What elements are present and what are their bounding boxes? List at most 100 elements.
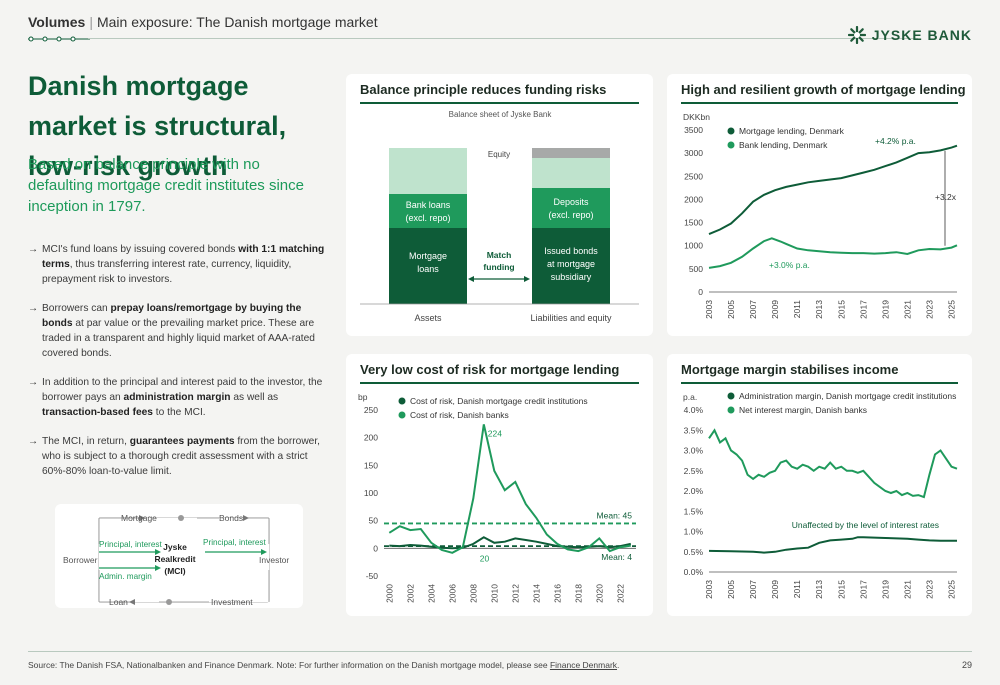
y-tick-label: 250 bbox=[364, 405, 378, 415]
flow-mci-1: Jyske bbox=[163, 542, 187, 552]
chart-balance: Balance sheet of Jyske Bank Mortgage loa… bbox=[360, 110, 639, 323]
multiple-annotation: +3.2x bbox=[935, 192, 957, 202]
flow-mci-3: (MCI) bbox=[164, 566, 185, 576]
y-tick-label: 1000 bbox=[684, 241, 703, 251]
bullet-item: → MCI's fund loans by issuing covered bon… bbox=[28, 242, 333, 287]
legend-marker bbox=[727, 127, 735, 135]
y-tick-label: 4.0% bbox=[684, 405, 704, 415]
series-line-1 bbox=[708, 536, 957, 554]
peak-data-label: 224 bbox=[488, 428, 502, 438]
flow-principal-left: Principal, interest bbox=[99, 540, 163, 549]
topic-label: Main exposure: The Danish mortgage marke… bbox=[96, 14, 378, 30]
x-tick-label: 2007 bbox=[748, 580, 758, 599]
flow-admin: Admin. margin bbox=[99, 572, 152, 581]
x-tick-label: 2017 bbox=[858, 300, 868, 319]
y-tick-label: 1500 bbox=[684, 218, 703, 228]
flow-investment: Investment bbox=[211, 597, 253, 607]
seg-bank-1: Bank loans bbox=[406, 200, 451, 210]
legend-marker bbox=[727, 141, 735, 149]
seg-bonds-1: Issued bonds bbox=[544, 246, 598, 256]
legend-marker bbox=[727, 406, 735, 414]
y-tick-label: 100 bbox=[364, 488, 378, 498]
bullet-text: In addition to the principal and interes… bbox=[42, 377, 323, 418]
section-label: Volumes bbox=[28, 14, 86, 30]
x-tick-label: 2003 bbox=[704, 580, 714, 599]
x-tick-label: 2003 bbox=[704, 300, 714, 319]
progress-dots bbox=[28, 36, 90, 42]
y-tick-label: 0.5% bbox=[684, 547, 704, 557]
x-tick-label: 2013 bbox=[814, 580, 824, 599]
arrow-right-icon: → bbox=[28, 244, 39, 255]
y-tick-label: 3000 bbox=[684, 148, 703, 158]
mortgage-flow-diagram: Mortgage Bonds Loan Investment Borrower … bbox=[55, 504, 303, 608]
panel-cost-of-risk: Very low cost of risk for mortgage lendi… bbox=[346, 354, 653, 616]
x-tick-label: 2015 bbox=[836, 580, 846, 599]
chart-title-balance: Balance principle reduces funding risks bbox=[360, 82, 607, 97]
flow-mortgage: Mortgage bbox=[121, 513, 157, 523]
arrow-right-icon: → bbox=[28, 436, 39, 447]
x-tick-label: 2008 bbox=[468, 584, 478, 603]
chart-lending: DKKbn 0 500 1000 1500 2000 2500 3000 3500 2003 200… bbox=[683, 112, 958, 319]
mci-data-label: 20 bbox=[480, 553, 490, 563]
footer-source: Source: The Danish FSA, Nationalbanken a… bbox=[28, 660, 620, 670]
balance-subtitle: Balance sheet of Jyske Bank bbox=[449, 110, 553, 119]
bullet-list: → MCI's fund loans by issuing covered bon… bbox=[28, 242, 333, 493]
seg-other-1: Other assets/ bbox=[475, 171, 523, 180]
y-tick-label: 2000 bbox=[684, 194, 703, 204]
chart-title-margin: Mortgage margin stabilises income bbox=[681, 362, 899, 377]
y-axis-label: bp bbox=[358, 392, 368, 402]
x-tick-label: 2004 bbox=[426, 584, 436, 603]
flow-principal-right: Principal, interest bbox=[203, 538, 267, 547]
x-tick-label: 2015 bbox=[836, 300, 846, 319]
seg-deposits-2: (excl. repo) bbox=[548, 210, 593, 220]
x-tick-label: 2002 bbox=[405, 584, 415, 603]
x-tick-label: 2022 bbox=[615, 584, 625, 603]
seg-bonds-2: at mortgage bbox=[547, 259, 595, 269]
page-subtitle: Based on balance principle with no defau… bbox=[28, 156, 304, 215]
bar-liab-other bbox=[532, 158, 610, 188]
x-tick-label: 2014 bbox=[531, 584, 541, 603]
flow-investor: Investor bbox=[259, 555, 289, 565]
flow-loan: Loan bbox=[109, 597, 128, 607]
series-line-1 bbox=[708, 144, 958, 236]
bullet-item: → The MCI, in return, guarantees payments… bbox=[28, 434, 333, 479]
series-line-2 bbox=[388, 424, 631, 554]
legend-label: Mortgage lending, Denmark bbox=[739, 126, 845, 136]
bullet-item: → In addition to the principal and intere… bbox=[28, 375, 333, 420]
x-tick-label: 2012 bbox=[510, 584, 520, 603]
chart-cost-of-risk: bp -50 0 50 100 150 200 250 2000 2002 2004 2006 2008… bbox=[358, 392, 636, 603]
flow-mci-2: Realkredit bbox=[154, 554, 195, 564]
x-tick-label: 2020 bbox=[594, 584, 604, 603]
x-tick-label: 2007 bbox=[748, 300, 758, 319]
seg-deposits-1: Deposits bbox=[553, 197, 589, 207]
x-tick-label: 2011 bbox=[792, 580, 802, 599]
y-tick-label: 2.0% bbox=[684, 486, 704, 496]
page-number: 29 bbox=[961, 660, 972, 670]
logo: JYSKE BANK bbox=[847, 26, 972, 44]
bullet-item: → Borrowers can prepay loans/remortgage b… bbox=[28, 301, 333, 361]
seg-mortgage-1: Mortgage bbox=[409, 251, 447, 261]
y-tick-label: 1.5% bbox=[684, 506, 704, 516]
legend-marker bbox=[398, 411, 406, 419]
chart-title-risk: Very low cost of risk for mortgage lendi… bbox=[360, 362, 620, 377]
arrow-right-icon: → bbox=[28, 377, 39, 388]
legend-label: Net interest margin, Danish banks bbox=[739, 405, 867, 415]
legend-marker bbox=[398, 397, 406, 405]
x-tick-label: 2016 bbox=[552, 584, 562, 603]
legend-marker bbox=[727, 392, 735, 400]
panel-balance: Balance principle reduces funding risks … bbox=[346, 74, 653, 336]
bullet-text: Borrowers can prepay loans/remortgage by… bbox=[42, 303, 315, 359]
growth-annotation-bank: +3.0% p.a. bbox=[769, 260, 810, 270]
panel-lending: High and resilient growth of mortgage le… bbox=[667, 74, 972, 336]
page-title: Danish mortgage market is structural, lo… bbox=[28, 71, 287, 181]
x-tick-label: 2006 bbox=[447, 584, 457, 603]
finance-denmark-link[interactable]: Finance Denmark bbox=[549, 660, 618, 670]
x-tick-label: 2005 bbox=[726, 580, 736, 599]
y-tick-label: 500 bbox=[689, 264, 703, 274]
x-tick-label: 2013 bbox=[814, 300, 824, 319]
x-tick-label: 2025 bbox=[946, 580, 956, 599]
mean-label-mci: Mean: 4 bbox=[601, 552, 632, 562]
y-tick-label: 2500 bbox=[684, 171, 703, 181]
y-axis-label: p.a. bbox=[683, 392, 697, 402]
y-tick-label: 0.0% bbox=[684, 567, 704, 577]
